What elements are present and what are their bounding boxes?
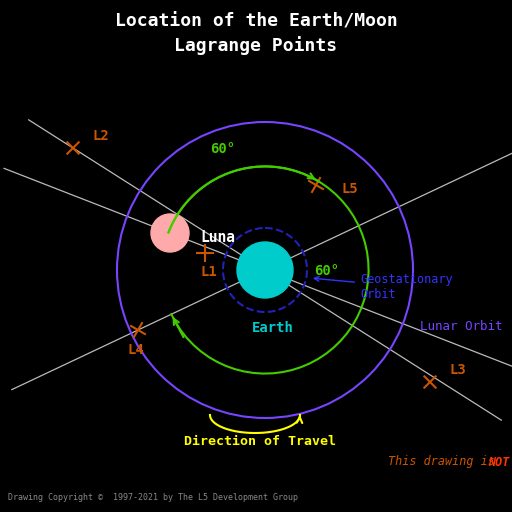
- Text: L5: L5: [342, 182, 358, 196]
- Text: 60°: 60°: [210, 142, 236, 157]
- Text: Direction of Travel: Direction of Travel: [184, 435, 336, 448]
- Text: L2: L2: [93, 129, 110, 143]
- Text: 60°: 60°: [314, 264, 339, 278]
- Text: L3: L3: [450, 363, 466, 377]
- Text: Lagrange Points: Lagrange Points: [175, 36, 337, 55]
- Text: Luna: Luna: [201, 229, 236, 245]
- Text: Location of the Earth/Moon: Location of the Earth/Moon: [115, 13, 397, 31]
- Text: Earth: Earth: [252, 321, 294, 335]
- Text: NOT: NOT: [488, 456, 509, 468]
- Circle shape: [151, 214, 189, 252]
- Text: Geostationary
Orbit: Geostationary Orbit: [314, 273, 453, 301]
- Text: L4: L4: [127, 343, 144, 357]
- Circle shape: [237, 242, 293, 298]
- Text: Drawing Copyright ©  1997-2021 by The L5 Development Group: Drawing Copyright © 1997-2021 by The L5 …: [8, 494, 298, 502]
- Text: L1: L1: [201, 265, 218, 279]
- Text: This drawing is: This drawing is: [388, 456, 502, 468]
- Text: Lunar Orbit: Lunar Orbit: [420, 320, 502, 333]
